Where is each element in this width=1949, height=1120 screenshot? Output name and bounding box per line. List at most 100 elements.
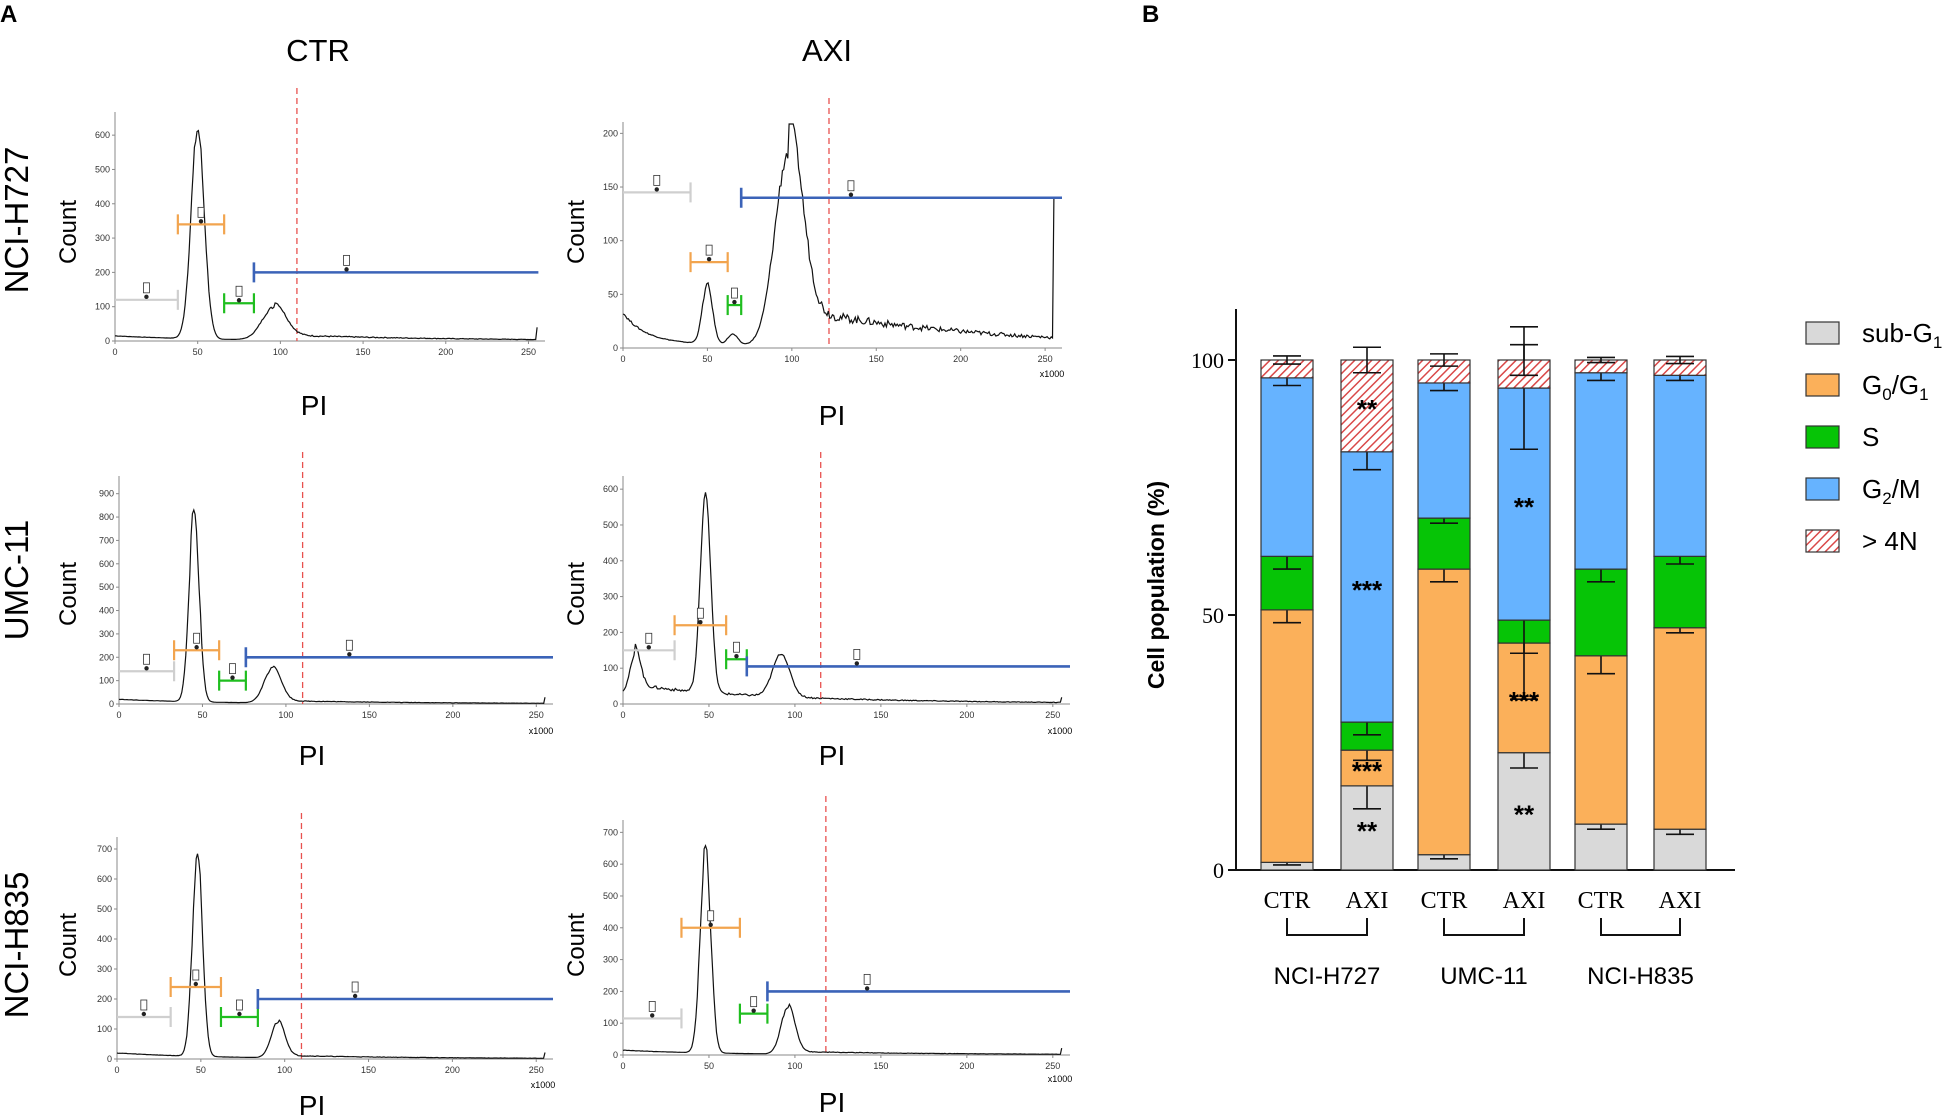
- significance-annotation: **: [1514, 799, 1535, 829]
- gate-marker-dot: [708, 922, 713, 927]
- y-tick-label: 0: [613, 699, 618, 709]
- gate-marker-dot: [698, 620, 703, 625]
- y-tick-label: 100: [603, 1018, 618, 1028]
- bar-segment-g2-m: [1653, 374, 1707, 557]
- gate-marker-dot: [854, 661, 860, 666]
- y-tick-label: 600: [603, 859, 618, 869]
- histogram-panel-umc-11-axi: Count PI x1000 0 100 200 300 400 500 600 0 50 100…: [563, 452, 1072, 771]
- legend-label: sub-G1: [1862, 318, 1942, 352]
- row-label-nci-h727: NCI-H727: [0, 147, 35, 294]
- x-tick-label: 150: [873, 1061, 888, 1071]
- bar-segment-g2-m: [1574, 372, 1628, 570]
- legend-swatch: [1805, 373, 1840, 397]
- group-bracket: [1600, 918, 1681, 936]
- y-axis-label: Count: [563, 200, 590, 264]
- y-tick-label: 200: [603, 986, 618, 996]
- significance-annotation: **: [1357, 394, 1378, 424]
- histogram-curve: [118, 508, 546, 705]
- legend-label: > 4N: [1862, 526, 1918, 556]
- gate-marker: [140, 999, 148, 1011]
- gate-marker-dot: [646, 645, 651, 650]
- significance-annotation: **: [1514, 492, 1535, 522]
- panel-label-b: B: [1142, 1, 1159, 28]
- x-tick-label: 250: [529, 710, 544, 720]
- gate-marker-dot: [751, 1008, 756, 1013]
- bar-legend: sub-G1 G0/G1 S G2/M > 4N: [1805, 318, 1942, 556]
- x-tick-label: 50: [196, 1065, 206, 1075]
- gate-marker-dot: [848, 192, 854, 197]
- histogram-curve: [622, 844, 1063, 1055]
- gate-marker: [847, 180, 855, 192]
- bar-segment-sub-g1: [1497, 752, 1551, 871]
- significance-annotation: **: [1357, 816, 1378, 846]
- y-tick-label: 0: [613, 343, 618, 353]
- group-bracket: [1443, 918, 1525, 936]
- x-tick-label: 0: [112, 347, 117, 357]
- gate-marker: [192, 969, 200, 981]
- gate-marker: [345, 639, 353, 651]
- bar-segment--4n: [1340, 359, 1394, 453]
- gate-marker: [731, 287, 738, 299]
- gate-marker-dot: [236, 298, 242, 303]
- bar-segment-g0-g1: [1417, 568, 1471, 856]
- bar-segment-sub-g1: [1653, 828, 1707, 871]
- y-axis-label: Count: [55, 200, 82, 264]
- y-axis-label: Count: [563, 562, 590, 626]
- x-tick-label: 150: [361, 1065, 376, 1075]
- significance-annotation: ***: [1352, 756, 1383, 786]
- bar-category-label: CTR: [1264, 888, 1311, 914]
- x-axis-label: PI: [819, 1087, 845, 1118]
- gate-marker: [351, 981, 359, 993]
- x-tick-label: 0: [114, 1065, 119, 1075]
- x1000-label: x1000: [529, 726, 554, 736]
- y-tick-label: 300: [603, 955, 618, 965]
- gate-marker: [707, 910, 715, 922]
- bar-segment-g0-g1: [1260, 609, 1314, 863]
- x-tick-label: 0: [116, 710, 121, 720]
- x-tick-label: 100: [787, 1061, 802, 1071]
- bar-segment-s: [1574, 568, 1628, 657]
- y-tick-label: 400: [95, 199, 110, 209]
- x-tick-label: 50: [704, 1061, 714, 1071]
- bar-y-axis-label: Cell population (%): [1143, 481, 1169, 689]
- y-tick-label: 700: [97, 844, 112, 854]
- x-tick-label: 100: [784, 354, 799, 364]
- row-label-umc-11: UMC-11: [0, 520, 35, 640]
- gate-marker-dot: [347, 652, 352, 657]
- y-tick-label: 800: [99, 512, 114, 522]
- gate-marker-dot: [193, 981, 199, 987]
- x-tick-label: 250: [1045, 710, 1060, 720]
- bar-category-label: AXI: [1659, 888, 1702, 914]
- x-tick-label: 0: [620, 1061, 625, 1071]
- histogram-curve: [115, 129, 538, 341]
- gate-marker-dot: [230, 675, 235, 680]
- legend-swatch: [1805, 477, 1840, 501]
- y-tick-label: 0: [105, 336, 110, 346]
- y-tick-label: 300: [99, 629, 114, 639]
- gate-marker: [853, 649, 861, 660]
- histogram-curve: [622, 123, 1055, 345]
- legend-swatch: [1805, 321, 1840, 345]
- x-tick-label: 50: [193, 347, 203, 357]
- x-axis-label: PI: [301, 390, 327, 421]
- y-tick-label: 200: [603, 128, 618, 138]
- row-label-nci-h835: NCI-H835: [0, 872, 35, 1019]
- gate-marker: [863, 973, 871, 985]
- x-tick-label: 200: [445, 1065, 460, 1075]
- legend-label: G2/M: [1862, 474, 1921, 508]
- bar-segment-s: [1653, 555, 1707, 629]
- y-tick-label: 300: [97, 964, 112, 974]
- gate-marker-dot: [144, 666, 149, 671]
- y-tick-label: 200: [97, 994, 112, 1004]
- bar-category-label: AXI: [1346, 888, 1389, 914]
- group-bracket: [1286, 918, 1368, 936]
- bar-segment-g0-g1: [1574, 655, 1628, 825]
- gate-marker: [343, 254, 350, 266]
- gate-marker-dot: [732, 299, 737, 305]
- x-tick-label: 100: [273, 347, 288, 357]
- significance-annotation: ***: [1509, 686, 1540, 716]
- significance-annotation: ***: [1352, 575, 1383, 605]
- histogram-panel-nci-h835-axi: Count PI x1000 0 100 200 300 400 500 600 700 0 50…: [563, 796, 1072, 1118]
- x-tick-label: 250: [1045, 1061, 1060, 1071]
- x-tick-label: 150: [356, 347, 371, 357]
